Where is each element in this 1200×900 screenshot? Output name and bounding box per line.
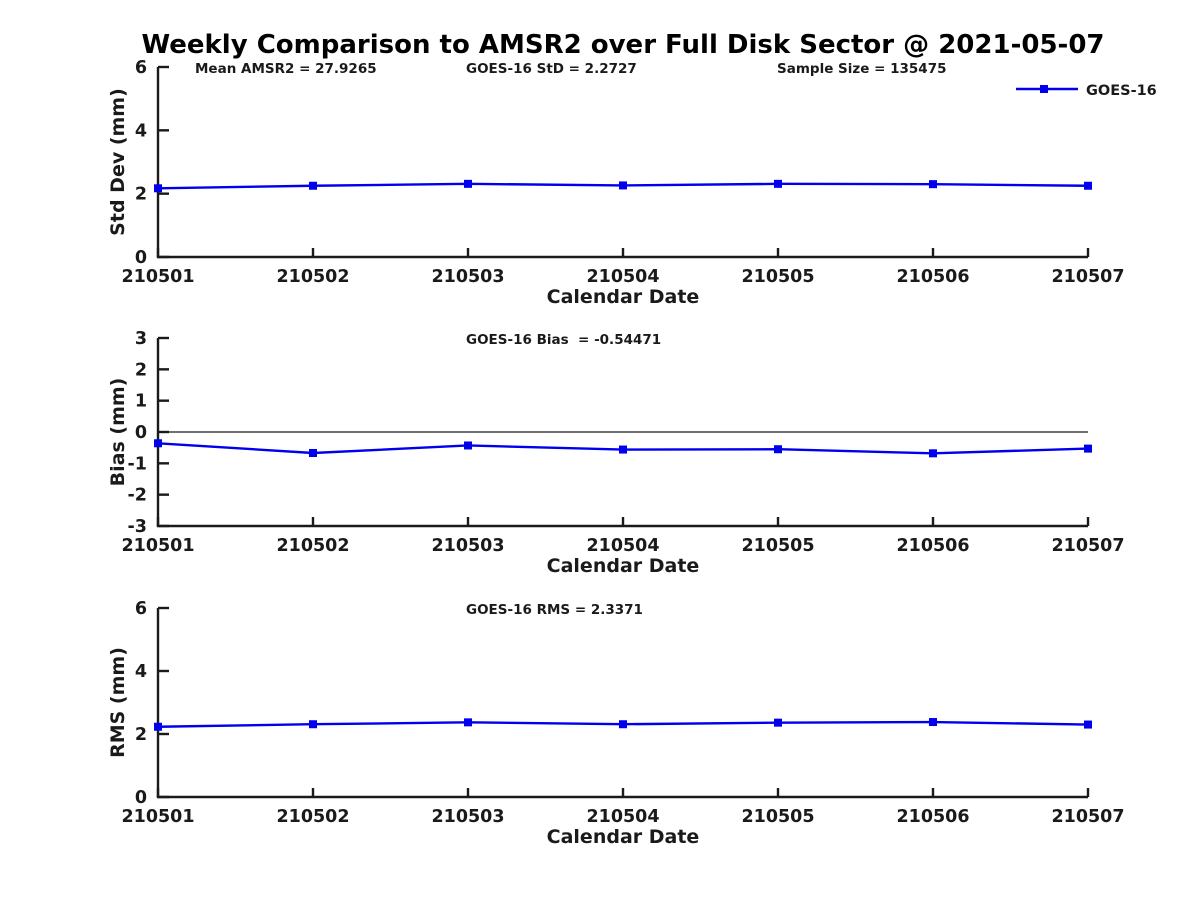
rms-marker bbox=[1084, 720, 1092, 729]
bias-x-label: Calendar Date bbox=[547, 555, 700, 577]
std-dev-annotation: Mean AMSR2 = 27.9265 bbox=[195, 61, 377, 77]
bias-y-tick-label: 0 bbox=[135, 423, 147, 443]
std-dev-x-tick-label: 210502 bbox=[276, 267, 349, 287]
bias-marker bbox=[619, 445, 627, 454]
std-dev-y-tick-label: 2 bbox=[135, 185, 147, 205]
std-dev-annotation: Sample Size = 135475 bbox=[777, 61, 946, 77]
rms-y-label: RMS (mm) bbox=[107, 647, 129, 758]
rms-marker bbox=[464, 718, 472, 727]
bias-y-label: Bias (mm) bbox=[107, 378, 129, 487]
bias-marker bbox=[774, 445, 782, 454]
figure-title: Weekly Comparison to AMSR2 over Full Dis… bbox=[141, 30, 1105, 60]
bias-y-tick-label: -1 bbox=[128, 454, 147, 474]
std-dev-y-tick-label: 4 bbox=[135, 121, 147, 141]
bias-x-tick-label: 210503 bbox=[431, 536, 504, 556]
std-dev-marker bbox=[309, 181, 317, 190]
std-dev-marker bbox=[774, 179, 782, 188]
bias-annotation: GOES-16 Bias = -0.54471 bbox=[466, 332, 661, 348]
bias-x-tick-label: 210505 bbox=[741, 536, 814, 556]
bias-y-tick-label: 2 bbox=[135, 360, 147, 380]
plot-std-dev: 0 2 4 6 210501 210502 210503 210504 210505 210506… bbox=[107, 58, 1157, 308]
std-dev-x-tick-label: 210505 bbox=[741, 267, 814, 287]
std-dev-marker bbox=[154, 184, 162, 193]
std-dev-annotation: GOES-16 StD = 2.2727 bbox=[466, 61, 637, 77]
bias-x-tick-label: 210504 bbox=[586, 536, 659, 556]
rms-x-label: Calendar Date bbox=[547, 826, 700, 848]
rms-x-tick-label: 210507 bbox=[1051, 807, 1124, 827]
rms-x-tick-label: 210505 bbox=[741, 807, 814, 827]
bias-x-tick-label: 210506 bbox=[896, 536, 969, 556]
std-dev-y-tick-label: 0 bbox=[135, 248, 147, 268]
bias-x-tick-label: 210507 bbox=[1051, 536, 1124, 556]
rms-x-tick-label: 210504 bbox=[586, 807, 659, 827]
std-dev-x-tick-label: 210501 bbox=[121, 267, 194, 287]
std-dev-x-tick-label: 210503 bbox=[431, 267, 504, 287]
rms-y-tick-label: 2 bbox=[135, 725, 147, 745]
bias-marker bbox=[309, 448, 317, 457]
bias-y-tick-label: -3 bbox=[128, 517, 147, 537]
legend-marker bbox=[1040, 85, 1048, 93]
rms-marker bbox=[309, 720, 317, 729]
plot-bias: -3 -2 -1 0 1 2 3 210501 210502 210503 210504 210505… bbox=[107, 329, 1125, 577]
plot-rms: 0 2 4 6 210501 210502 210503 210504 210505 210506… bbox=[107, 599, 1125, 848]
rms-marker bbox=[154, 722, 162, 731]
std-dev-marker bbox=[1084, 181, 1092, 190]
bias-y-tick-label: 3 bbox=[135, 329, 147, 349]
rms-annotation: GOES-16 RMS = 2.3371 bbox=[466, 602, 643, 618]
bias-marker bbox=[929, 449, 937, 458]
std-dev-marker bbox=[464, 179, 472, 188]
std-dev-x-label: Calendar Date bbox=[547, 286, 700, 308]
rms-x-tick-label: 210501 bbox=[121, 807, 194, 827]
std-dev-marker bbox=[619, 181, 627, 190]
rms-marker bbox=[929, 718, 937, 727]
rms-x-tick-label: 210506 bbox=[896, 807, 969, 827]
bias-x-tick-label: 210501 bbox=[121, 536, 194, 556]
bias-x-tick-label: 210502 bbox=[276, 536, 349, 556]
bias-y-tick-label: -2 bbox=[128, 486, 147, 506]
rms-y-tick-label: 4 bbox=[135, 662, 147, 682]
rms-marker bbox=[774, 718, 782, 727]
std-dev-x-tick-label: 210504 bbox=[586, 267, 659, 287]
bias-y-tick-label: 1 bbox=[135, 392, 147, 412]
bias-marker bbox=[154, 439, 162, 448]
legend-label: GOES-16 bbox=[1086, 83, 1157, 99]
rms-x-tick-label: 210503 bbox=[431, 807, 504, 827]
std-dev-y-label: Std Dev (mm) bbox=[107, 88, 129, 236]
rms-marker bbox=[619, 720, 627, 729]
std-dev-x-tick-label: 210506 bbox=[896, 267, 969, 287]
rms-y-tick-label: 0 bbox=[135, 788, 147, 808]
bias-marker bbox=[464, 441, 472, 450]
rms-x-tick-label: 210502 bbox=[276, 807, 349, 827]
std-dev-y-tick-label: 6 bbox=[135, 58, 147, 78]
std-dev-x-tick-label: 210507 bbox=[1051, 267, 1124, 287]
bias-marker bbox=[1084, 444, 1092, 453]
legend: GOES-16 bbox=[1016, 83, 1157, 99]
std-dev-marker bbox=[929, 180, 937, 189]
rms-y-tick-label: 6 bbox=[135, 599, 147, 619]
